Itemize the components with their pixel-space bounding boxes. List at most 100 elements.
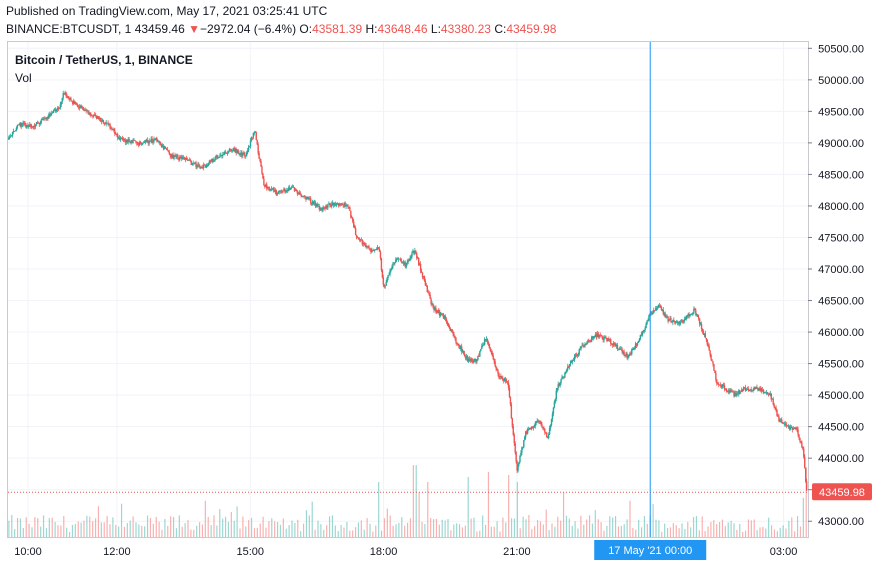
candle-body — [762, 390, 765, 394]
candle-body — [244, 152, 246, 156]
candle-body — [557, 384, 559, 389]
candle-body — [579, 348, 581, 350]
candle-body — [504, 378, 507, 381]
volume-bar — [201, 524, 204, 537]
candle-body — [746, 388, 749, 390]
candle-body — [595, 334, 598, 338]
candle-body — [404, 262, 407, 268]
volume-bar — [83, 520, 85, 537]
candle-body — [105, 122, 107, 125]
volume-bar — [126, 523, 128, 537]
volume-bar — [406, 522, 409, 537]
low-value: 43380.23 — [440, 22, 491, 36]
candle-body — [374, 249, 377, 251]
candle-body — [201, 167, 203, 168]
candle-body — [729, 390, 731, 393]
volume-bar — [444, 520, 446, 537]
candle-body — [275, 190, 278, 195]
candle-body — [38, 123, 41, 125]
candle-body — [464, 356, 467, 359]
volume-bar — [551, 523, 553, 537]
candle-body — [113, 128, 115, 131]
volume-bar — [392, 525, 394, 537]
candle-body — [642, 330, 644, 332]
candle-body — [683, 319, 686, 322]
volume-bar — [11, 515, 13, 537]
volume-bar — [805, 467, 807, 537]
y-tick-label: 45000.00 — [818, 390, 864, 402]
volume-bar — [724, 526, 726, 537]
candle-body — [783, 423, 786, 425]
candle-body — [122, 138, 125, 140]
volume-bar — [620, 525, 622, 537]
candle-body — [622, 351, 624, 353]
x-tick-label: 12:00 — [103, 546, 131, 558]
candle-body — [713, 364, 715, 371]
volume-bar — [487, 472, 490, 537]
chart-pane-frame[interactable] — [7, 41, 809, 538]
candle-body — [350, 210, 352, 218]
candle-body — [720, 386, 723, 388]
candle-body — [773, 404, 775, 408]
volume-bar — [586, 519, 588, 537]
candle-body — [26, 125, 28, 128]
volume-bar — [796, 516, 799, 537]
candle-body — [310, 202, 313, 205]
candle-body — [301, 196, 303, 197]
candle-body — [682, 321, 685, 323]
candle-body — [709, 350, 711, 355]
volume-bar — [704, 531, 706, 537]
volume-bar — [456, 523, 458, 537]
candle-body — [707, 344, 709, 347]
volume-bar — [574, 521, 576, 537]
volume-bar — [672, 523, 674, 537]
candle-body — [637, 340, 640, 343]
candle-body — [120, 137, 123, 139]
candle-body — [604, 337, 606, 338]
candle-body — [342, 204, 344, 206]
candle-body — [81, 107, 84, 108]
candle-body — [93, 114, 95, 117]
volume-bar — [447, 519, 449, 537]
candle-body — [353, 227, 356, 229]
candle-body — [287, 190, 289, 192]
candle-body — [788, 426, 791, 430]
candle-body — [647, 320, 649, 322]
candle-body — [284, 188, 286, 192]
volume-bar — [57, 525, 59, 537]
volume-bar — [268, 521, 270, 537]
candle-body — [181, 157, 183, 159]
candle-body — [665, 316, 667, 318]
volume-bar — [230, 511, 232, 537]
candle-body — [607, 338, 609, 342]
candle-body — [570, 361, 573, 363]
candle-body — [712, 361, 714, 365]
candle-body — [272, 188, 275, 190]
candle-body — [580, 346, 582, 349]
volume-bar — [513, 518, 516, 537]
candle-body — [436, 311, 438, 313]
candle-body — [660, 306, 663, 311]
candle-body — [502, 378, 504, 380]
y-tick-label: 44500.00 — [818, 422, 864, 434]
candle-body — [306, 196, 308, 200]
volume-bar — [418, 492, 420, 537]
candle-body — [619, 348, 622, 350]
candle-body — [325, 205, 327, 209]
volume-bar — [172, 516, 175, 537]
candle-body — [282, 190, 284, 192]
candle-body — [316, 204, 319, 207]
candle-body — [318, 205, 321, 210]
candle-body — [522, 447, 524, 448]
candle-body — [534, 422, 536, 427]
symbol-interval: BINANCE:BTCUSDT, 1 — [6, 22, 132, 36]
candle-body — [593, 336, 596, 339]
candle-body — [671, 321, 673, 323]
candle-body — [257, 144, 259, 153]
candle-body — [578, 349, 580, 354]
candle-body — [170, 155, 172, 158]
candle-body — [639, 334, 642, 339]
candle-body — [155, 137, 157, 140]
candle-body — [332, 202, 335, 206]
